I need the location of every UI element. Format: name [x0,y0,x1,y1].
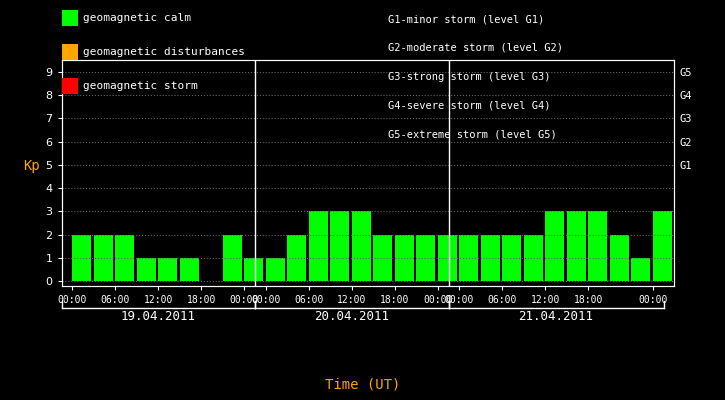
Text: G1-minor storm (level G1): G1-minor storm (level G1) [388,14,544,24]
Bar [460,235,479,281]
Bar [631,258,650,281]
Bar [137,258,156,281]
Bar [610,235,629,281]
Text: 20.04.2011: 20.04.2011 [315,310,389,323]
Text: geomagnetic calm: geomagnetic calm [83,13,191,23]
Bar [416,235,435,281]
Bar [94,235,113,281]
Text: G5-extreme storm (level G5): G5-extreme storm (level G5) [388,129,557,139]
Bar [309,212,328,281]
Bar [588,212,607,281]
Text: Time (UT): Time (UT) [325,378,400,392]
Bar [331,212,349,281]
Bar [158,258,178,281]
Bar [223,235,241,281]
Bar [652,212,671,281]
Bar [373,235,392,281]
Bar [72,235,91,281]
Text: 21.04.2011: 21.04.2011 [518,310,594,323]
Text: 19.04.2011: 19.04.2011 [121,310,196,323]
Bar [567,212,586,281]
Bar [523,235,543,281]
Bar [395,235,414,281]
Bar [481,235,500,281]
Bar [287,235,306,281]
Bar [502,235,521,281]
Y-axis label: Kp: Kp [23,159,40,173]
Bar [545,212,564,281]
Bar [115,235,134,281]
Text: G3-strong storm (level G3): G3-strong storm (level G3) [388,72,550,82]
Text: geomagnetic storm: geomagnetic storm [83,81,198,91]
Bar [244,258,263,281]
Bar [438,235,457,281]
Bar [352,212,370,281]
Text: G4-severe storm (level G4): G4-severe storm (level G4) [388,100,550,110]
Text: G2-moderate storm (level G2): G2-moderate storm (level G2) [388,43,563,53]
Text: geomagnetic disturbances: geomagnetic disturbances [83,47,245,57]
Bar [266,258,285,281]
Bar [180,258,199,281]
